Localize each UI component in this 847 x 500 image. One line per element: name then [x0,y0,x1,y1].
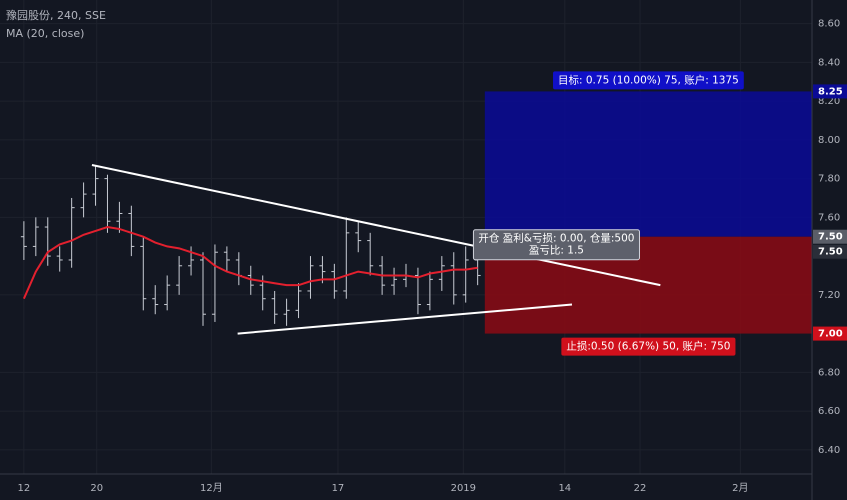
x-tick-label: 22 [634,483,647,494]
target-zone [484,91,812,237]
x-tick-label: 17 [332,483,345,494]
y-tick-label: 7.80 [818,174,840,185]
x-tick-label: 2月 [732,482,748,494]
y-tick-label: 8.60 [818,19,840,30]
target-label-text: 目标: 0.75 (10.00%) 75, 账户: 1375 [558,73,739,86]
entry-label-box [472,229,640,261]
y-tick-label: 6.40 [818,445,840,456]
price-badge-label: 7.50 [818,232,843,243]
price-badge-label: 8.25 [818,86,843,97]
x-tick-label: 2019 [451,483,476,494]
ma-line [22,226,478,300]
y-tick-label: 8.20 [818,96,840,107]
price-badge [813,84,847,99]
y-tick-label: 6.60 [818,406,840,417]
plot [20,91,812,335]
y-tick-label: 8.00 [818,135,840,146]
y-tick-label: 7.60 [818,212,840,223]
chart-title: 豫园股份, 240, SSE [6,9,106,22]
x-tick-label: 20 [90,483,103,494]
stop-label: 止损:0.50 (6.67%) 50, 账户: 750 [561,337,736,356]
price-badge-label: 7.00 [818,329,843,340]
x-tick-label: 12月 [200,482,223,494]
indicator-label: MA (20, close) [6,27,84,40]
entry-label-text: 开仓 盈利&亏损: 0.00, 仓量:500 [478,232,634,245]
x-tick-label: 12 [18,483,31,494]
stop-label-box [561,337,736,356]
trendline [237,303,573,335]
trendline [91,164,661,287]
target-label: 目标: 0.75 (10.00%) 75, 账户: 1375 [553,71,744,90]
price-badge [813,229,847,244]
y-tick-label: 7.20 [818,290,840,301]
price-badge [813,326,847,341]
target-label-box [553,71,744,90]
y-tick-label: 8.40 [818,57,840,68]
price-badge-label: 7.50 [818,247,843,258]
stop-label-text: 止损:0.50 (6.67%) 50, 账户: 750 [566,340,730,353]
price-badge [813,244,847,259]
x-tick-label: 14 [558,483,571,494]
y-tick-label: 6.80 [818,367,840,378]
entry-label-text: 盈亏比: 1.5 [529,244,584,257]
